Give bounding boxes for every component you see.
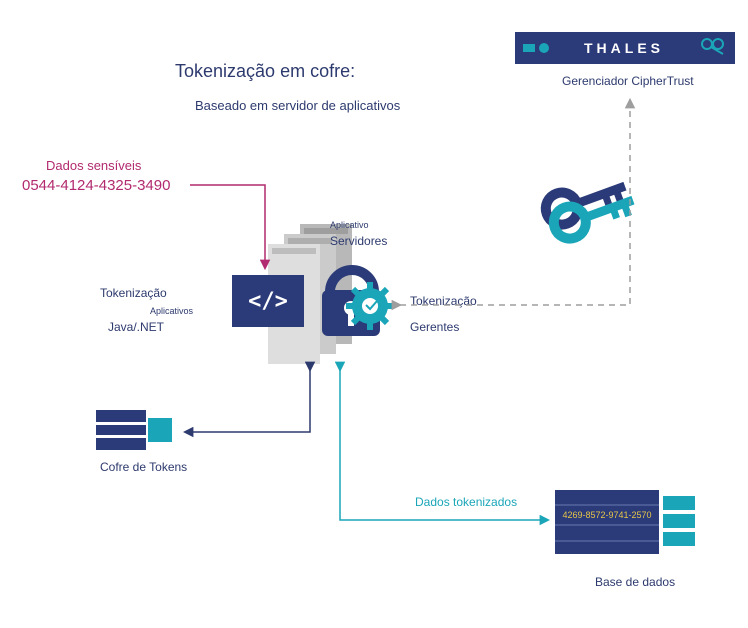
tokenized-value: 4269-8572-9741-2570 bbox=[562, 510, 651, 520]
java-net-label: Java/.NET bbox=[108, 320, 164, 336]
tokenized-label: Dados tokenizados bbox=[415, 495, 517, 511]
diagram-subtitle: Baseado em servidor de aplicativos bbox=[195, 98, 400, 115]
thales-right-icon bbox=[699, 38, 727, 58]
thales-appliance: THALES bbox=[515, 32, 735, 64]
apps-small-label: Aplicativos bbox=[150, 306, 193, 318]
tokenization-label: Tokenização bbox=[100, 286, 167, 302]
diagram-title: Tokenização em cofre: bbox=[175, 60, 355, 83]
thales-brand-text: THALES bbox=[584, 40, 664, 56]
sensitive-value: 0544-4124-4325-3490 bbox=[22, 176, 170, 196]
database-graphic: 4269-8572-9741-2570 bbox=[555, 490, 705, 560]
vault-caption: Cofre de Tokens bbox=[100, 460, 187, 476]
code-glyph: </> bbox=[248, 289, 288, 314]
tok2-label: Tokenização bbox=[410, 294, 477, 310]
servers-label: Servidores bbox=[330, 234, 387, 250]
sensitive-label: Dados sensíveis bbox=[46, 158, 141, 175]
app-server-graphic: </> bbox=[222, 220, 422, 370]
token-vault-graphic bbox=[96, 410, 176, 450]
edge-vault bbox=[185, 370, 310, 432]
db-caption: Base de dados bbox=[595, 575, 675, 591]
encryption-keys-icon bbox=[540, 175, 650, 250]
thales-left-leds bbox=[523, 43, 549, 53]
app-small-label: Aplicativo bbox=[330, 220, 369, 232]
thales-caption: Gerenciador CipherTrust bbox=[562, 74, 694, 90]
managers-label: Gerentes bbox=[410, 320, 459, 336]
